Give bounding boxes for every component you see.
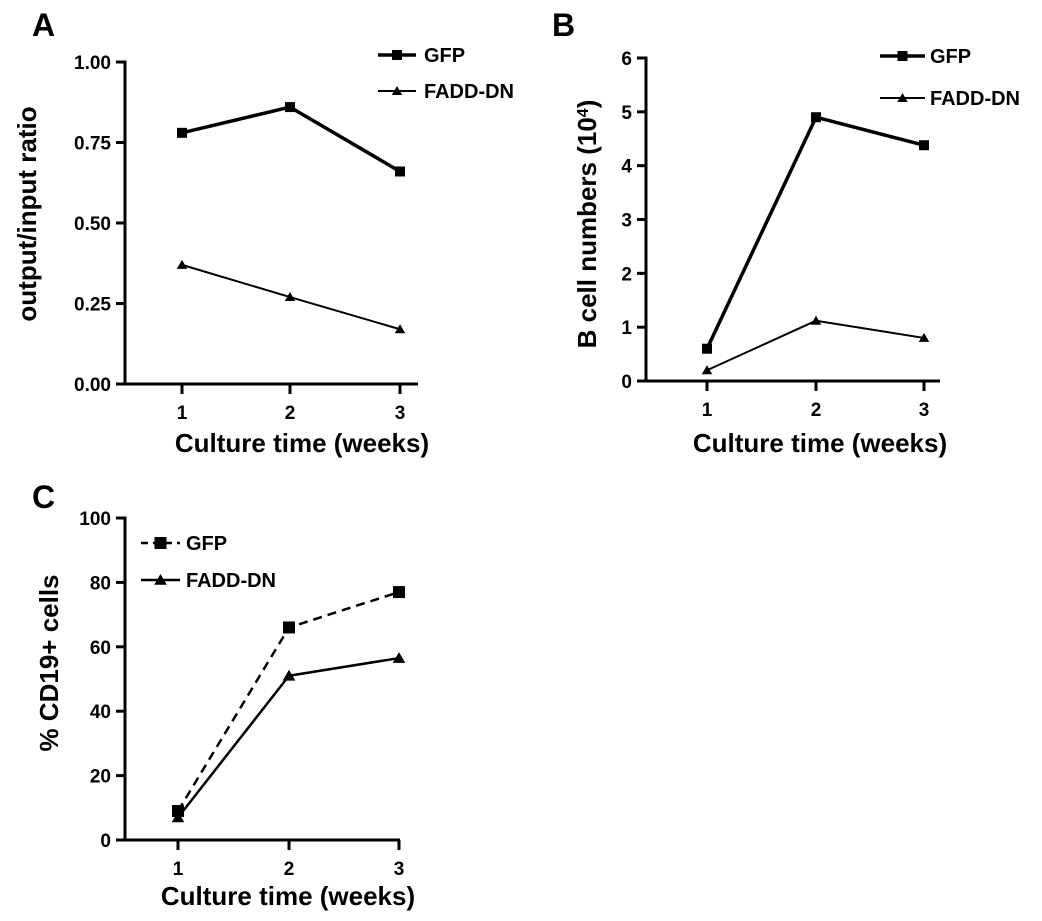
y-tick-label: 0 xyxy=(621,372,632,393)
x-tick-label: 3 xyxy=(395,403,406,424)
legend-label: GFP xyxy=(930,46,971,68)
y-tick-label: 1 xyxy=(621,318,632,339)
x-tick-label: 1 xyxy=(702,400,713,421)
panel-letter: C xyxy=(32,479,55,515)
y-tick-label: 4 xyxy=(621,157,632,178)
legend-marker xyxy=(392,50,402,60)
x-tick-label: 1 xyxy=(177,403,188,424)
legend-entry: FADD-DN xyxy=(378,81,514,103)
y-tick-label: 0.00 xyxy=(74,375,111,396)
series-line xyxy=(177,656,400,819)
x-tick-label: 1 xyxy=(173,859,184,880)
y-tick-label: 6 xyxy=(621,49,632,70)
chart-panel-a: A 0.00 0.25 0.50 0.75 1.00 1 2 3 Culture time (we… xyxy=(12,7,514,458)
legend-marker xyxy=(897,51,908,61)
x-axis-title: Culture time (weeks) xyxy=(161,881,415,911)
series-line xyxy=(181,105,401,173)
y-tick-label: 1.00 xyxy=(74,53,111,74)
y-tick-label: 0.25 xyxy=(74,295,111,316)
y-tick-label: 60 xyxy=(90,638,111,659)
data-point xyxy=(283,621,295,634)
y-axis-title: output/input ratio xyxy=(12,106,42,321)
legend-label: GFP xyxy=(186,533,227,555)
data-point xyxy=(702,343,712,354)
series-line xyxy=(705,115,925,350)
legend-label: FADD-DN xyxy=(424,81,514,103)
y-tick-label: 3 xyxy=(621,211,632,232)
data-point xyxy=(811,112,821,123)
y-tick-label: 20 xyxy=(90,767,111,788)
y-tick-label: 5 xyxy=(621,103,632,124)
legend-label: GFP xyxy=(424,45,465,67)
data-point xyxy=(395,166,405,177)
series-gfp xyxy=(177,102,405,177)
chart-panel-b: B 0 1 2 3 4 5 6 1 2 3 Culture time (weeks) B cell nu… xyxy=(552,7,1020,458)
data-point xyxy=(394,324,406,334)
x-tick-label: 2 xyxy=(284,859,295,880)
data-point xyxy=(177,127,187,138)
y-axis-title-superscript: 4 xyxy=(575,108,592,117)
y-axis-title: % CD19+ cells xyxy=(34,574,64,751)
y-tick-label: 100 xyxy=(79,509,111,530)
legend-label: FADD-DN xyxy=(186,570,276,592)
legend-entry: FADD-DN xyxy=(880,88,1020,110)
legend-entry: FADD-DN xyxy=(141,570,276,592)
x-axis-title: Culture time (weeks) xyxy=(175,428,429,458)
legend-entry: GFP xyxy=(141,533,227,555)
y-tick-label: 0.50 xyxy=(74,214,111,235)
legend-entry: GFP xyxy=(378,45,465,67)
legend-marker xyxy=(897,93,908,102)
x-axis-title: Culture time (weeks) xyxy=(693,428,947,458)
legend-marker xyxy=(154,537,167,549)
series-fadd-dn xyxy=(171,652,406,823)
data-point xyxy=(282,669,296,681)
series-fadd-dn xyxy=(701,315,930,375)
data-point xyxy=(176,259,188,269)
data-point xyxy=(171,811,185,823)
x-tick-label: 2 xyxy=(811,400,822,421)
data-point xyxy=(918,332,930,342)
data-point xyxy=(810,315,822,325)
data-point xyxy=(285,102,295,113)
data-point xyxy=(919,140,929,151)
y-tick-label: 2 xyxy=(621,264,632,285)
data-point xyxy=(392,652,406,663)
data-point xyxy=(701,365,713,375)
x-tick-label: 2 xyxy=(285,403,296,424)
panel-letter: B xyxy=(552,7,575,43)
data-point xyxy=(284,292,296,302)
legend-marker xyxy=(391,86,403,95)
y-tick-label: 40 xyxy=(90,702,111,723)
legend-entry: GFP xyxy=(880,46,971,68)
series-gfp xyxy=(702,112,929,354)
y-axis-title: B cell numbers (104) xyxy=(572,100,602,349)
series-gfp xyxy=(172,586,405,818)
y-axis-title-end: ) xyxy=(572,100,602,109)
x-tick-label: 3 xyxy=(394,859,405,880)
series-fadd-dn xyxy=(176,259,406,334)
y-tick-label: 0 xyxy=(100,831,111,852)
legend-marker xyxy=(154,574,167,585)
series-line xyxy=(706,319,925,372)
legend-label: FADD-DN xyxy=(930,88,1020,110)
panel-letter: A xyxy=(32,7,55,43)
y-tick-label: 80 xyxy=(90,573,111,594)
y-axis-title-main: B cell numbers (10 xyxy=(572,117,602,348)
y-tick-label: 0.75 xyxy=(74,134,111,155)
x-tick-label: 3 xyxy=(919,400,930,421)
data-point xyxy=(393,586,405,599)
